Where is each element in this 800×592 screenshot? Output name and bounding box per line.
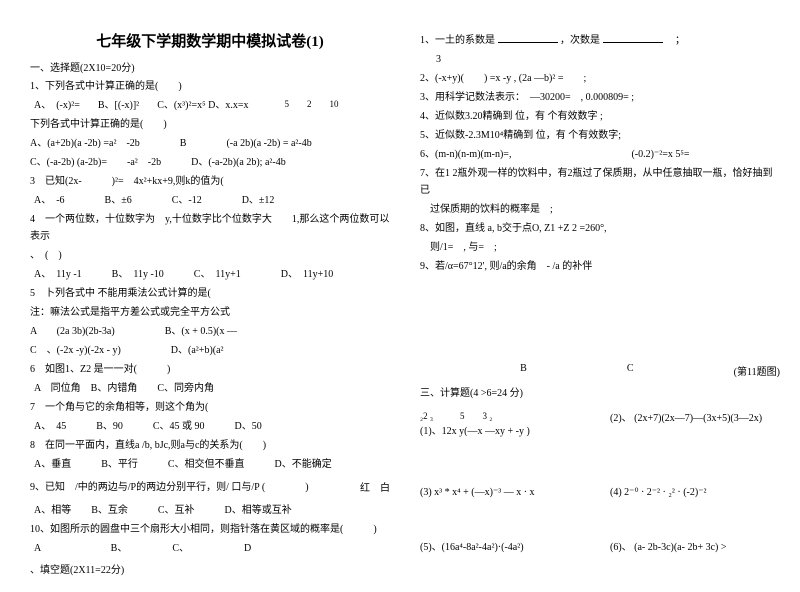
r-q7b: 过保质期的饮料的概率是 ;	[420, 201, 780, 218]
q8: 8 在同一平面内，直线a /b, bJc,则a与c的关系为( )	[30, 437, 390, 454]
q4-opts: A、 11y -1 B、 11y -10 C、 11y+1 D、 11y+10	[34, 266, 333, 283]
r-q8: 8、如图，直线 a, b交于点O, Z1 +Z 2 =260°,	[420, 220, 780, 237]
calc6: (6)、 (a- 2b-3c)(a- 2b+ 3c) >	[610, 538, 780, 553]
r-q7: 7、在1 2瓶外观一样的饮料中，有2瓶过了保质期，从中任意抽取一瓶，恰好抽到已	[420, 165, 780, 199]
q10: 10、如图所示的圆盘中三个扇形大小相同，则指针落在黄区域的概率是( )	[30, 521, 390, 538]
r-q4: 4、近似数3.20精确到 位，有 个有效数字 ;	[420, 108, 780, 125]
r-q1-c: ；	[665, 35, 685, 46]
r-q1-b: ，次数是	[560, 35, 600, 46]
q3-opts: A、 -6 B、±6 C、-12 D、±12	[34, 192, 274, 209]
q1-tail: 5 2 10	[267, 97, 339, 114]
q5: 5 卜列各式中 不能用乘法公式计算的是(	[30, 285, 390, 302]
q8-opts: A、垂直 B、平行 C、相交但不垂直 D、不能确定	[34, 456, 332, 473]
q5-opts-a: A (2a 3b)(2b-3a) B、(x + 0.5)(x —	[30, 323, 390, 340]
r-q8b: 则/1= , 与= ;	[420, 239, 780, 256]
section-1-head: 一、选择题(2X10=20分)	[30, 59, 390, 74]
blank	[603, 32, 663, 43]
q9-side: 红 白	[360, 479, 390, 496]
q9-opts: A、相等 B、互余 C、互补 D、相等或互补	[34, 502, 292, 519]
q2-line-b: C、(-a-2b) (a-2b)= -a² -2b D、(-a-2b)(a 2b…	[30, 154, 390, 171]
exam-title: 七年级下学期数学期中模拟试卷(1)	[30, 30, 390, 51]
r-q9: 9、若/α=67°12', 则/a的余角 - /a 的补伴	[420, 258, 780, 275]
q6-opts: A 同位角 B、内错角 C、同旁内角	[34, 380, 214, 397]
q4: 4 一个两位数，十位数字为 y,十位数字比个位数字大 1,那么这个两位数可以表示	[30, 211, 390, 245]
fig-B: B	[520, 363, 527, 378]
q1-opt-b: B、[(-x)]²	[98, 97, 139, 114]
q2-line-a: A、(a+2b)(a -2b) =a² -2b B (-a 2b)(a -2b)…	[30, 135, 390, 152]
r-q2: 2、(-x+y)( ) =x -y , (2a —b)² = ;	[420, 70, 780, 87]
section-2-head: 、填空题(2X11=22分)	[30, 561, 390, 576]
calc5: (5)、(16a⁴-8a²-4a²)·(-4a²)	[420, 538, 590, 553]
r-q3: 3、用科学记数法表示： —30200= , 0.000809= ;	[420, 89, 780, 106]
q2: 下列各式中计算正确的是( )	[30, 116, 390, 133]
r-q1-a: 1、一土的系数是	[420, 35, 495, 46]
section-3-head: 三、计算题(4 >6=24 分)	[420, 384, 780, 399]
q7-opts: A、 45 B、90 C、45 或 90 D、50	[34, 418, 262, 435]
r-q5: 5、近似数-2.3M10⁴精确到 位，有 个有效数字;	[420, 127, 780, 144]
q7: 7 一个角与它的余角相等，则这个角为(	[30, 399, 390, 416]
q1: 1、下列各式中计算正确的是( )	[30, 78, 390, 95]
q1-opt-c: C、(x³)²=x⁵ D、x.x=x	[157, 97, 248, 114]
calc1: (1)、12x y(—x —xy + -y )	[420, 422, 590, 437]
calc3: (3) x³ * x⁴ + (—x)⁻³ — x · x	[420, 487, 590, 498]
q1-opt-a: A、 (-x)²=	[34, 97, 80, 114]
q5-note: 注：嘛法公式是指平方差公式或完全平方公式	[30, 304, 390, 321]
blank	[498, 32, 558, 43]
q3: 3 已知(2x- )²= 4x²+kx+9,则k的值为(	[30, 173, 390, 190]
q6: 6 如图1、Z2 是一一对( )	[30, 361, 390, 378]
q10-opts: A B、 C、 D	[34, 540, 251, 557]
fig-C: C	[627, 363, 634, 378]
calc1-pre: ₂2 ₃ 5 3 ₂	[420, 409, 590, 422]
q5-opts-b: C 、(-2x -y)(-2x - y) D、(a²+b)(a²	[30, 342, 390, 359]
q4-paren: 、 ( )	[30, 247, 390, 264]
calc2: (2)、 (2x+7)(2x—7)—(3x+5)(3—2x)	[610, 409, 780, 437]
fig-label: (第11题图)	[734, 363, 780, 378]
q9: 9、已知 /中的两边与/P的两边分别平行，则/ 口与/P ( )	[30, 479, 309, 496]
calc4: (4) 2⁻⁰ · 2⁻² · ₂² · (-2)⁻²	[610, 487, 780, 498]
r-q1-d: 3	[436, 51, 780, 68]
r-q6: 6、(m-n)(n-m)(m-n)=, (-0.2)⁻²=x 5⁵=	[420, 146, 780, 163]
